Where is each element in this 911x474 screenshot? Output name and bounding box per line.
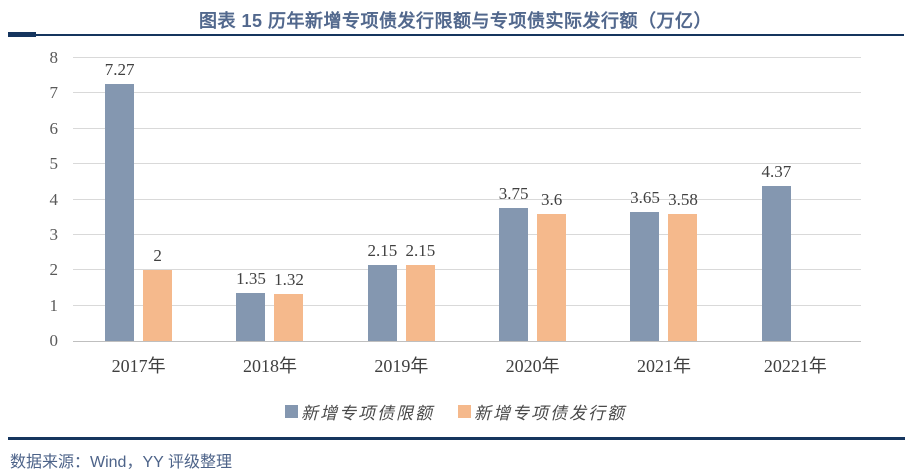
x-category-label: 2017年 <box>111 356 166 376</box>
gridline <box>73 57 861 58</box>
bar-value-label: 7.27 <box>104 59 135 79</box>
bar <box>143 270 173 341</box>
bar-value-label: 1.32 <box>274 270 304 290</box>
y-tick-label: 6 <box>49 118 59 138</box>
bar <box>405 264 435 341</box>
bar <box>367 264 397 341</box>
bar-column: 3.58 <box>668 190 698 341</box>
bar <box>630 211 660 341</box>
bar <box>499 208 529 341</box>
bar-value-label: 4.37 <box>761 162 792 182</box>
y-tick-label: 5 <box>49 154 59 174</box>
x-category-label: 20221年 <box>763 356 827 376</box>
bar-column: 1.35 <box>236 269 266 341</box>
gridline <box>73 269 861 271</box>
x-axis: 2017年 2018年 2019年 2020年 2021年 20221年 <box>0 352 911 376</box>
y-tick-label: 3 <box>49 224 59 244</box>
bar-value-label: 2.15 <box>367 240 398 260</box>
bar-group: 3.65 3.58 <box>598 188 729 341</box>
bar-value-label: 3.65 <box>630 187 660 207</box>
y-tick-label: 4 <box>49 189 59 209</box>
bar-group: 1.35 1.32 <box>204 269 335 341</box>
bar-group: 3.75 3.6 <box>467 184 598 341</box>
bar-column: 7.27 <box>104 59 135 341</box>
x-category-label: 2018年 <box>242 356 297 376</box>
bar <box>236 293 266 341</box>
bar-column: 3.75 <box>498 184 529 341</box>
gridline <box>73 304 861 306</box>
gridline <box>73 127 861 129</box>
bar <box>274 294 304 341</box>
y-tick-label: 2 <box>49 260 59 280</box>
legend-swatch-orange-icon <box>458 405 471 418</box>
gridline <box>73 163 861 165</box>
bar-column: 3.65 <box>630 187 660 341</box>
bar <box>537 213 567 341</box>
chart-legend: 新增专项债限额 新增专项债发行额 <box>0 399 911 424</box>
title-divider <box>8 32 904 37</box>
bar <box>668 214 698 341</box>
bar-column: 2 <box>143 246 173 341</box>
y-axis: 0 1 2 3 4 5 6 7 8 <box>26 48 59 350</box>
chart-title: 图表 15 历年新增专项债发行限额与专项债实际发行额（万亿） <box>198 11 713 31</box>
legend-label-limit: 新增专项债限额 <box>301 404 434 423</box>
bar-value-label: 3.6 <box>541 189 563 209</box>
bar-group: 2.15 2.15 <box>336 241 467 341</box>
bar-group: 4.37 <box>730 162 861 341</box>
bar <box>761 186 791 341</box>
y-tick-label: 7 <box>49 83 59 103</box>
x-category-label: 2021年 <box>636 356 691 376</box>
legend-label-issue: 新增专项债发行额 <box>474 404 626 423</box>
legend-swatch-blue-icon <box>285 405 298 418</box>
bar <box>105 83 135 341</box>
bar-column: 2.15 <box>367 240 398 341</box>
bar-value-label: 2 <box>153 246 162 266</box>
y-tick-label: 0 <box>49 331 59 350</box>
bar-value-label: 3.75 <box>498 184 529 204</box>
x-category-label: 2019年 <box>374 356 429 376</box>
bar-column: 3.6 <box>537 189 567 341</box>
footer-divider <box>8 437 905 440</box>
plot-area: 7.27 2 1.35 1.32 2.15 2.15 3.75 3.6 3.65 3.58 4.37 <box>73 57 861 342</box>
legend-item-limit: 新增专项债限额 <box>285 399 434 424</box>
legend-item-issue: 新增专项债发行额 <box>458 399 626 424</box>
bar-column: 1.32 <box>274 270 304 341</box>
bar-group: 7.27 2 <box>73 60 204 341</box>
bar-value-label: 2.15 <box>405 240 436 260</box>
gridline <box>73 198 861 200</box>
source-note: 数据来源：Wind，YY 评级整理 <box>10 454 232 471</box>
bar-value-label: 1.35 <box>236 269 266 289</box>
x-category-label: 2020年 <box>505 356 560 376</box>
bar-column: 2.15 <box>405 240 436 341</box>
gridline <box>73 233 861 235</box>
bar-column: 4.37 <box>761 162 792 341</box>
bar-value-label: 3.58 <box>668 190 698 210</box>
y-tick-label: 8 <box>49 48 59 67</box>
y-tick-label: 1 <box>49 295 59 315</box>
title-divider-tab <box>8 32 36 37</box>
gridline <box>73 92 861 94</box>
